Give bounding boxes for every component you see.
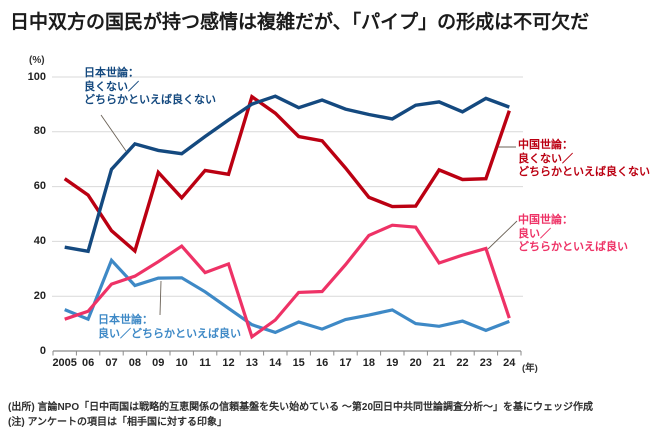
series-japan-negative-line: [64, 94, 510, 254]
leader-line-japan-positive: [159, 280, 162, 316]
legend-china-positive: 中国世論： 良い／ どちらかといえば良い: [518, 214, 628, 255]
x-tick-label-24: 24: [503, 357, 516, 369]
x-tick-label-10: 10: [175, 357, 188, 369]
series-china-positive-line: [64, 223, 511, 340]
legend-japan-positive: 日本世論： 良い／どちらかといえば良い: [98, 314, 241, 341]
y-axis-unit-label: (%): [29, 55, 45, 66]
series-japan-positive-line: [64, 257, 510, 335]
legend-china-positive-line3: どちらかといえば良い: [518, 241, 628, 253]
x-tick-label-14: 14: [269, 357, 282, 369]
x-tick-label-16: 16: [315, 357, 329, 369]
footer-note: (注) アンケートの項目は「相手国に対する印象」: [8, 417, 228, 428]
x-tick-label-19: 19: [386, 357, 399, 369]
x-tick-label-17: 17: [339, 357, 352, 369]
x-tick-label-09: 09: [152, 357, 165, 369]
legend-japan-negative: 日本世論： 良くない／ どちらかといえば良くない: [84, 67, 216, 108]
legend-japan-negative-line2: 良くない／: [84, 80, 139, 93]
x-tick-label-23: 23: [479, 357, 493, 369]
legend-japan-negative-line3: どちらかといえば良くない: [84, 94, 216, 106]
legend-japan-positive-line2: 良い／どちらかといえば良い: [98, 327, 241, 340]
leader-line-china-positive: [487, 220, 518, 250]
x-tick-label-20: 20: [409, 357, 422, 369]
legend-china-negative-line1: 中国世論：: [518, 139, 573, 151]
y-tick-label-80: 80: [33, 125, 46, 138]
legend-china-negative-line3: どちらかといえば良くない: [518, 166, 650, 178]
leader-line-japan-negative: [100, 114, 127, 152]
y-tick-label-60: 60: [33, 180, 46, 193]
legend-japan-positive-line1: 日本世論：: [98, 314, 153, 326]
y-tick-label-20: 20: [33, 289, 46, 302]
legend-china-negative: 中国世論： 良くない／ どちらかといえば良くない: [518, 139, 650, 180]
legend-japan-negative-line1: 日本世論：: [84, 67, 139, 79]
x-tick-label-15: 15: [292, 357, 305, 369]
series-china-negative-line: [63, 93, 511, 255]
chart-title: 日中双方の国民が持つ感情は複雑だが、「パイプ」の形成は不可欠だ: [10, 12, 590, 33]
x-tick-label-21: 21: [432, 357, 446, 369]
y-tick-label-100: 100: [27, 70, 46, 83]
x-tick-label-2005: 2005: [52, 357, 77, 369]
legend-china-positive-line1: 中国世論：: [518, 214, 573, 226]
x-tick-label-18: 18: [362, 357, 376, 369]
footer-source: (出所) 言論NPO「日中両国は戦略的互恵関係の信頼基盤を失い始めている ～第2…: [8, 402, 594, 413]
x-tick-label-06: 06: [81, 357, 95, 369]
legend-china-negative-line2: 良くない／: [518, 152, 573, 165]
gridlines: [52, 76, 523, 352]
legend-leader-lines: [100, 114, 518, 316]
x-tick-label-08: 08: [128, 357, 142, 369]
x-tick-label-22: 22: [456, 357, 469, 369]
x-axis-unit-label: (年): [522, 363, 538, 374]
y-tick-label-40: 40: [33, 234, 46, 247]
x-tick-label-13: 13: [245, 357, 259, 369]
y-tick-label-0: 0: [39, 344, 46, 357]
series-lines: [63, 93, 511, 340]
x-tick-label-07: 07: [105, 357, 118, 369]
legend-china-positive-line2: 良い／: [518, 227, 551, 240]
x-axis-ticks: [52, 351, 522, 356]
x-tick-label-11: 11: [199, 357, 211, 369]
x-tick-label-12: 12: [222, 357, 235, 369]
